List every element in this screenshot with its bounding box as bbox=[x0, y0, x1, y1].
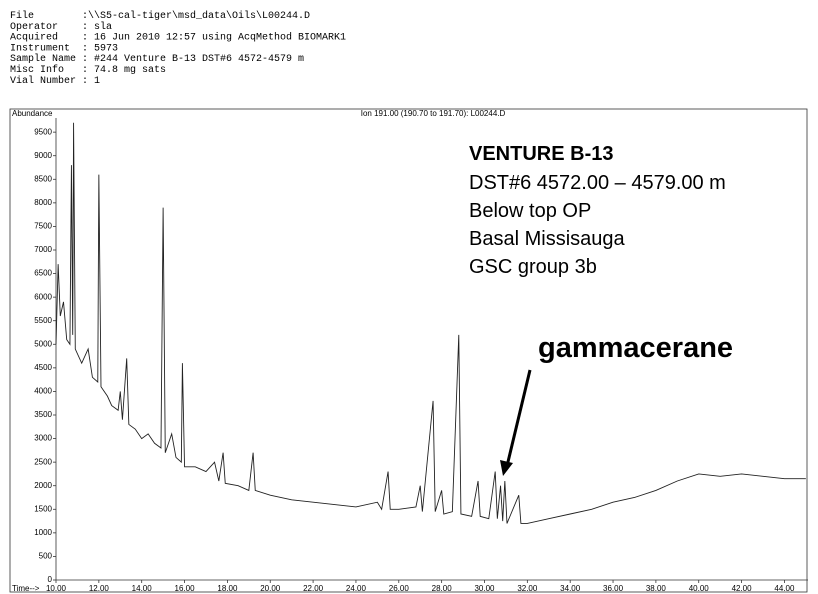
y-tick-label: 4500 bbox=[34, 363, 52, 372]
header-value: :\\S5-cal-tiger\msd_data\Oils\L00244.D bbox=[82, 10, 310, 22]
header-value: : sla bbox=[82, 21, 112, 33]
header-label: Sample Name bbox=[10, 53, 76, 65]
x-tick-label: 28.00 bbox=[432, 584, 453, 593]
y-tick-label: 7500 bbox=[34, 222, 52, 231]
y-tick-label: 1500 bbox=[34, 504, 52, 513]
annotation: Below top OP bbox=[469, 200, 591, 222]
y-tick-label: 1000 bbox=[34, 528, 52, 537]
x-tick-label: 26.00 bbox=[389, 584, 410, 593]
header-value: : #244 Venture B-13 DST#6 4572-4579 m bbox=[82, 54, 304, 65]
header-label: Operator bbox=[10, 22, 58, 33]
header-label: Instrument bbox=[10, 43, 70, 54]
y-tick-label: 2000 bbox=[34, 481, 52, 490]
trace bbox=[55, 122, 806, 524]
x-tick-label: 16.00 bbox=[175, 584, 196, 593]
annotation: DST#6 4572.00 – 4579.00 m bbox=[469, 172, 726, 194]
y-tick-label: 6500 bbox=[34, 269, 52, 278]
chart-title: Ion 191.00 (190.70 to 191.70): L00244.D bbox=[361, 109, 506, 118]
x-tick-label: 18.00 bbox=[217, 584, 238, 593]
y-tick-label: 3000 bbox=[34, 434, 52, 443]
header-label: Vial Number bbox=[10, 75, 76, 87]
x-tick-label: 30.00 bbox=[474, 584, 495, 593]
x-tick-label: 44.00 bbox=[774, 584, 795, 593]
y-tick-label: 9500 bbox=[34, 127, 52, 136]
x-tick-label: 22.00 bbox=[303, 584, 324, 593]
header-value: : 16 Jun 2010 12:57 using AcqMethod BIOM… bbox=[82, 32, 346, 44]
x-axis-label: Time--> bbox=[12, 584, 40, 593]
annotation: gammacerane bbox=[538, 332, 733, 364]
x-tick-label: 14.00 bbox=[132, 584, 153, 593]
x-tick-label: 34.00 bbox=[560, 584, 581, 593]
header-value: : 1 bbox=[82, 76, 100, 87]
annotation: Basal Missisauga bbox=[469, 228, 626, 250]
arrow bbox=[505, 369, 532, 467]
y-tick-label: 2500 bbox=[34, 457, 52, 466]
y-tick-label: 4000 bbox=[34, 387, 52, 396]
y-tick-label: 6000 bbox=[34, 292, 52, 301]
y-tick-label: 5000 bbox=[34, 339, 52, 348]
header-value: : 5973 bbox=[82, 43, 118, 54]
x-tick-label: 38.00 bbox=[646, 584, 667, 593]
y-tick-label: 9000 bbox=[34, 151, 52, 160]
x-tick-label: 24.00 bbox=[346, 584, 367, 593]
x-tick-label: 12.00 bbox=[89, 584, 110, 593]
annotation: VENTURE B-13 bbox=[469, 143, 613, 165]
header-label: Misc Info bbox=[10, 64, 64, 76]
x-tick-label: 42.00 bbox=[732, 584, 753, 593]
header-value: : 74.8 mg sats bbox=[82, 65, 166, 76]
arrow-head bbox=[500, 460, 513, 476]
y-tick-label: 0 bbox=[48, 575, 53, 584]
y-tick-label: 8500 bbox=[34, 174, 52, 183]
x-tick-label: 40.00 bbox=[689, 584, 710, 593]
y-tick-label: 7000 bbox=[34, 245, 52, 254]
annotation: GSC group 3b bbox=[469, 256, 597, 278]
y-tick-label: 8000 bbox=[34, 198, 52, 207]
x-tick-label: 32.00 bbox=[517, 584, 538, 593]
header-label: Acquired bbox=[10, 32, 58, 44]
x-tick-label: 20.00 bbox=[260, 584, 281, 593]
y-tick-label: 500 bbox=[39, 552, 53, 561]
x-tick-label: 10.00 bbox=[46, 584, 67, 593]
header-label: File bbox=[10, 10, 34, 22]
y-axis-label: Abundance bbox=[12, 109, 53, 118]
plot-frame bbox=[9, 108, 808, 593]
y-tick-label: 3500 bbox=[34, 410, 52, 419]
y-tick-label: 5500 bbox=[34, 316, 52, 325]
x-tick-label: 36.00 bbox=[603, 584, 624, 593]
